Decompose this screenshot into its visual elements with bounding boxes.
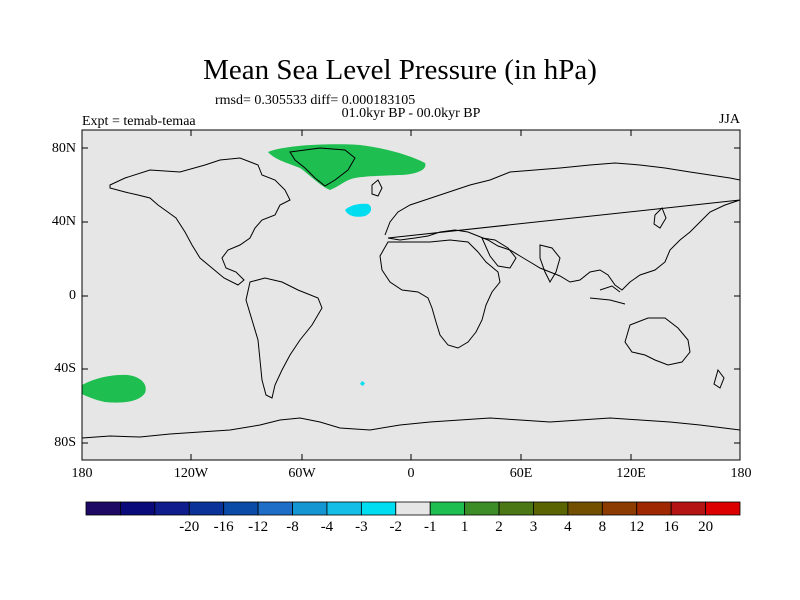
colorbar-swatch (670, 501, 706, 516)
lat-label-80n: 80N (51, 141, 76, 156)
anomaly-negative-north-atlantic (345, 203, 372, 217)
lat-label-0: 0 (69, 288, 76, 303)
colorbar-swatch (223, 501, 259, 516)
coast-new-zealand (713, 368, 725, 389)
colorbar-tick-label: 2 (495, 519, 503, 535)
colorbar-swatch (498, 501, 534, 516)
colorbar-tick-label: 3 (529, 519, 538, 535)
coast-antarctica (81, 417, 741, 439)
lon-label-120w: 120W (173, 466, 209, 481)
colorbar-swatch (705, 501, 741, 516)
lon-label-180w: 180 (71, 466, 93, 481)
colorbar-tick-label: 12 (629, 519, 645, 535)
colorbar-tick-label: 16 (663, 519, 679, 535)
colorbar-tick-label: -4 (320, 519, 334, 535)
colorbar-swatch (567, 501, 603, 516)
coast-greenland (289, 147, 356, 187)
lon-label-180e: 180 (730, 466, 752, 481)
lon-label-0: 0 (407, 466, 415, 481)
coast-india (539, 244, 561, 284)
colorbar-tick-label: -12 (248, 519, 269, 535)
coast-africa (379, 239, 501, 349)
anomaly-negative-south-atlantic-dot (360, 381, 365, 386)
colorbar-tick-label: -8 (286, 519, 299, 535)
colorbar-swatch (154, 501, 190, 516)
stats-text: rmsd= 0.305533 diff= 0.000183105 (215, 93, 416, 108)
colorbar-swatch (257, 501, 293, 516)
colorbar-swatch (360, 501, 397, 516)
colorbar-swatch (85, 501, 121, 516)
axis-ticks (82, 130, 740, 460)
colorbar-swatch (601, 501, 638, 516)
coast-japan (653, 207, 667, 229)
colorbar-swatch (636, 501, 672, 516)
coast-australia (624, 317, 691, 366)
period-text: 01.0kyr BP - 00.0kyr BP (341, 106, 481, 121)
coast-north-america (109, 157, 291, 286)
colorbar-swatch (464, 501, 500, 516)
colorbar-tick-label: 4 (564, 519, 572, 535)
lat-label-40n: 40N (51, 214, 76, 229)
chart-title: Mean Sea Level Pressure (in hPa) (203, 54, 597, 86)
lat-label-80s: 80S (54, 435, 76, 450)
colorbar-tick-label: -16 (213, 519, 234, 535)
coast-arabia (481, 237, 517, 269)
colorbar (85, 501, 741, 516)
experiment-label: Expt = temab-temaa (82, 114, 196, 129)
colorbar-tick-label: -1 (423, 519, 437, 535)
coast-indonesia (589, 285, 626, 305)
map-background (82, 130, 740, 460)
colorbar-swatch (326, 501, 362, 516)
colorbar-swatch (188, 501, 225, 516)
colorbar-tick-label: 8 (598, 519, 607, 535)
lon-label-60w: 60W (288, 466, 316, 481)
lat-label-40s: 40S (54, 361, 76, 376)
lon-label-60e: 60E (509, 466, 533, 481)
coast-uk (371, 179, 383, 197)
anomaly-fills (82, 144, 426, 403)
colorbar-tick-label: 20 (698, 519, 714, 535)
colorbar-swatch (292, 501, 328, 516)
anomaly-positive-south-pacific (82, 374, 146, 403)
coast-europe-asia (384, 162, 741, 291)
colorbar-tick-label: 1 (460, 519, 469, 535)
anomaly-positive-greenland (268, 144, 426, 190)
coast-south-america (245, 277, 323, 399)
colorbar-swatch (429, 501, 466, 516)
colorbar-swatch (120, 501, 156, 516)
colorbar-tick-label: -20 (179, 519, 200, 535)
colorbar-tick-label: -2 (389, 519, 403, 535)
colorbar-swatch (395, 501, 431, 516)
colorbar-swatch (533, 501, 569, 516)
season-label: JJA (718, 112, 740, 127)
lon-label-120e: 120E (616, 466, 646, 481)
colorbar-tick-label: -3 (355, 519, 368, 535)
coastlines (81, 147, 741, 439)
